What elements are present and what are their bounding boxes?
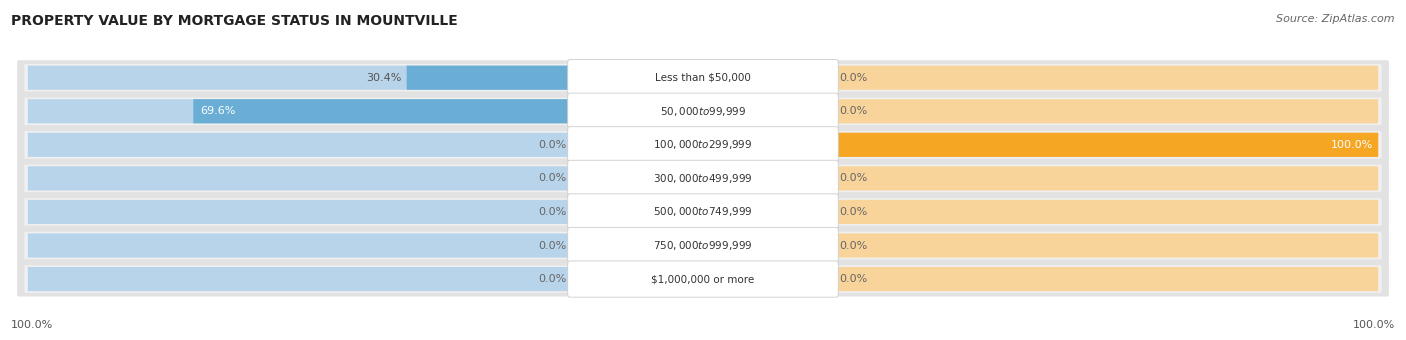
Text: $100,000 to $299,999: $100,000 to $299,999 — [654, 138, 752, 151]
FancyBboxPatch shape — [24, 165, 1382, 192]
Text: 0.0%: 0.0% — [538, 173, 567, 183]
FancyBboxPatch shape — [28, 166, 572, 190]
FancyBboxPatch shape — [28, 200, 572, 224]
Text: Less than $50,000: Less than $50,000 — [655, 73, 751, 83]
FancyBboxPatch shape — [28, 267, 572, 291]
FancyBboxPatch shape — [406, 66, 572, 90]
Text: 0.0%: 0.0% — [839, 106, 868, 116]
FancyBboxPatch shape — [17, 60, 1389, 95]
FancyBboxPatch shape — [17, 194, 1389, 230]
Text: 69.6%: 69.6% — [200, 106, 236, 116]
FancyBboxPatch shape — [834, 200, 1378, 224]
FancyBboxPatch shape — [17, 94, 1389, 129]
FancyBboxPatch shape — [24, 64, 1382, 91]
FancyBboxPatch shape — [834, 66, 1378, 90]
FancyBboxPatch shape — [568, 93, 838, 130]
FancyBboxPatch shape — [24, 131, 1382, 158]
FancyBboxPatch shape — [17, 128, 1389, 162]
FancyBboxPatch shape — [834, 133, 1378, 157]
FancyBboxPatch shape — [834, 166, 1378, 190]
FancyBboxPatch shape — [28, 66, 572, 90]
Text: $300,000 to $499,999: $300,000 to $499,999 — [654, 172, 752, 185]
FancyBboxPatch shape — [568, 127, 838, 163]
FancyBboxPatch shape — [568, 227, 838, 264]
Text: 0.0%: 0.0% — [839, 207, 868, 217]
FancyBboxPatch shape — [834, 267, 1378, 291]
FancyBboxPatch shape — [193, 99, 572, 123]
FancyBboxPatch shape — [17, 261, 1389, 296]
FancyBboxPatch shape — [568, 261, 838, 297]
Text: 0.0%: 0.0% — [538, 140, 567, 150]
Text: 100.0%: 100.0% — [1330, 140, 1372, 150]
FancyBboxPatch shape — [24, 232, 1382, 259]
FancyBboxPatch shape — [24, 265, 1382, 293]
Text: $1,000,000 or more: $1,000,000 or more — [651, 274, 755, 284]
FancyBboxPatch shape — [28, 99, 572, 123]
FancyBboxPatch shape — [568, 160, 838, 197]
Text: 0.0%: 0.0% — [839, 73, 868, 83]
FancyBboxPatch shape — [834, 99, 1378, 123]
FancyBboxPatch shape — [24, 198, 1382, 226]
Text: $50,000 to $99,999: $50,000 to $99,999 — [659, 105, 747, 118]
Text: 0.0%: 0.0% — [839, 173, 868, 183]
FancyBboxPatch shape — [568, 194, 838, 230]
Text: 0.0%: 0.0% — [538, 207, 567, 217]
FancyBboxPatch shape — [17, 161, 1389, 196]
Text: Source: ZipAtlas.com: Source: ZipAtlas.com — [1277, 14, 1395, 23]
Text: 0.0%: 0.0% — [538, 274, 567, 284]
FancyBboxPatch shape — [834, 133, 1378, 157]
FancyBboxPatch shape — [834, 234, 1378, 258]
FancyBboxPatch shape — [28, 234, 572, 258]
FancyBboxPatch shape — [17, 228, 1389, 263]
Text: 100.0%: 100.0% — [1353, 320, 1395, 330]
FancyBboxPatch shape — [568, 59, 838, 96]
Text: 30.4%: 30.4% — [366, 73, 401, 83]
Text: PROPERTY VALUE BY MORTGAGE STATUS IN MOUNTVILLE: PROPERTY VALUE BY MORTGAGE STATUS IN MOU… — [11, 14, 458, 28]
Text: $500,000 to $749,999: $500,000 to $749,999 — [654, 205, 752, 218]
FancyBboxPatch shape — [24, 98, 1382, 125]
FancyBboxPatch shape — [28, 133, 572, 157]
Text: 0.0%: 0.0% — [538, 240, 567, 251]
Text: 0.0%: 0.0% — [839, 274, 868, 284]
Text: $750,000 to $999,999: $750,000 to $999,999 — [654, 239, 752, 252]
Text: 100.0%: 100.0% — [11, 320, 53, 330]
Text: 0.0%: 0.0% — [839, 240, 868, 251]
